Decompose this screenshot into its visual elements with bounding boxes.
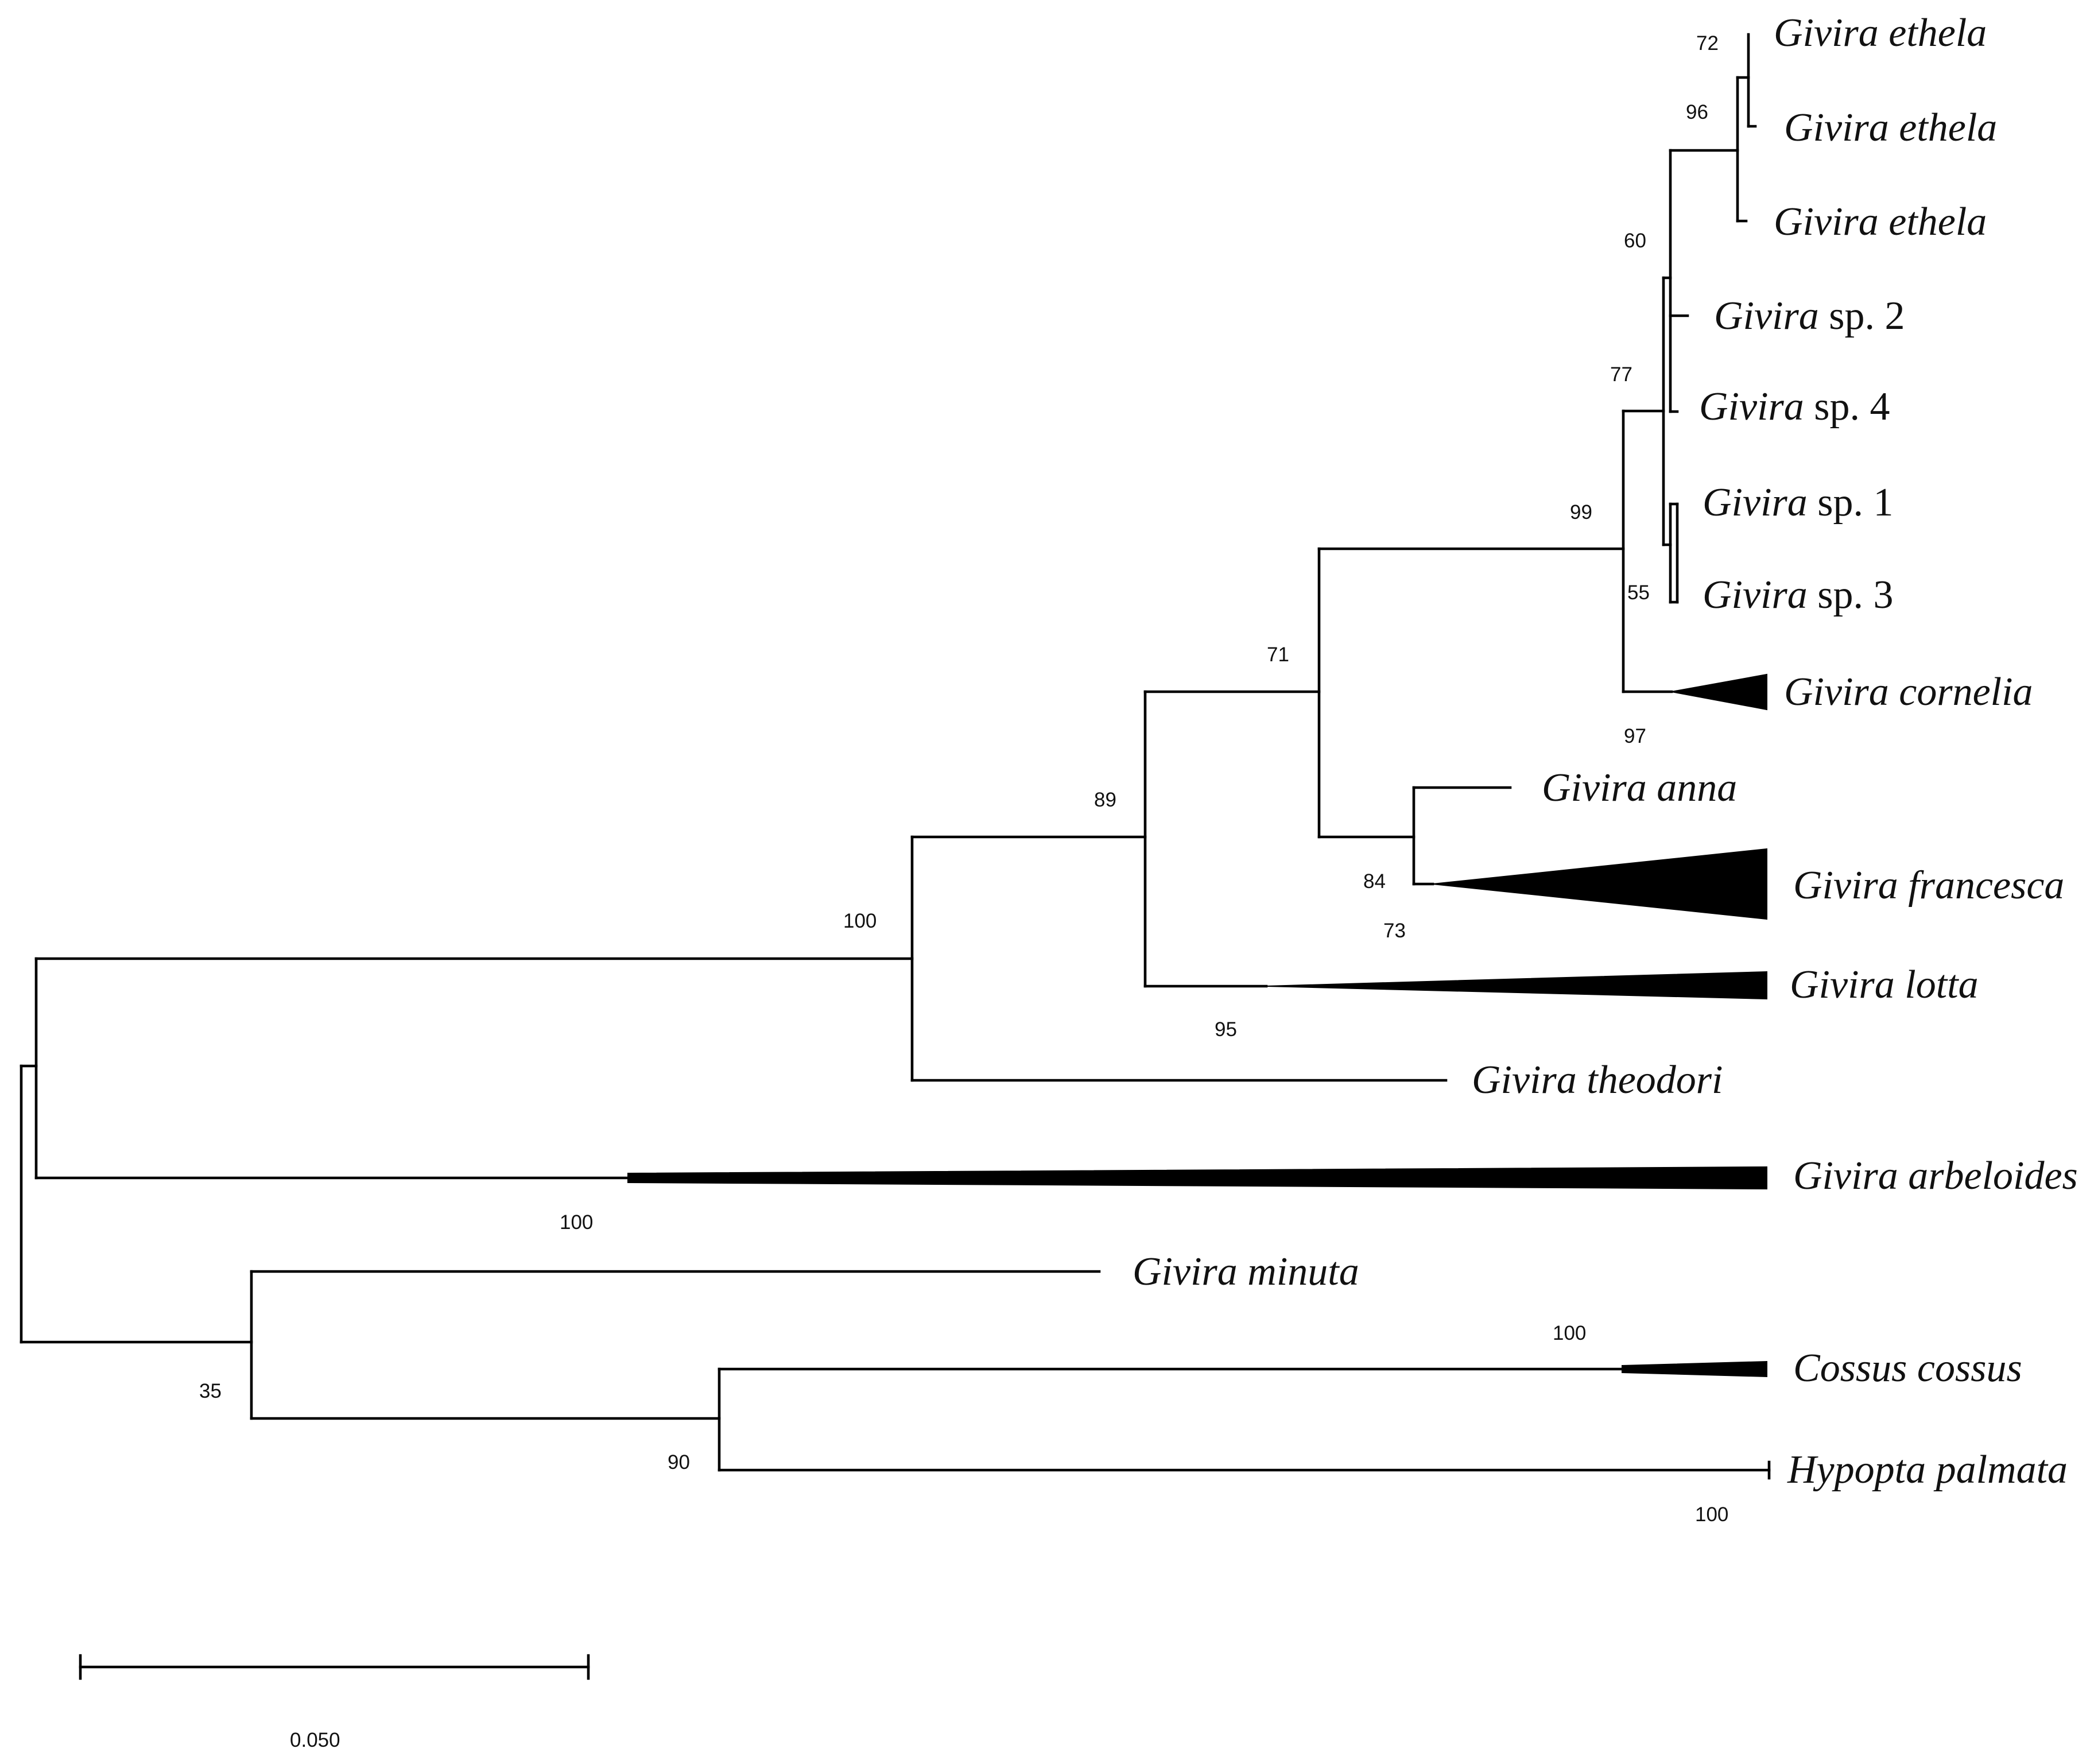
- support-value-99: 99: [1570, 501, 1592, 524]
- collapsed-clades: [627, 673, 1767, 1378]
- support-value-90: 90: [668, 1451, 690, 1474]
- tree-branches: [20, 33, 1771, 1480]
- taxon-label-givira-arbeloides: Givira arbeloides: [1793, 1154, 2078, 1198]
- clade-wedge-lotta: [1266, 971, 1767, 1000]
- clade-wedge-arbeloides: [627, 1166, 1767, 1190]
- support-value-100-cossus: 100: [1553, 1322, 1586, 1344]
- clade-wedge-francesca: [1432, 848, 1767, 920]
- clade-wedge-cornelia: [1671, 673, 1767, 711]
- taxon-label-givira-anna: Givira anna: [1542, 766, 1737, 810]
- taxon-label-givira-sp3: Givira sp. 3: [1703, 573, 1894, 617]
- taxon-label-givira-francesca: Givira francesca: [1793, 863, 2064, 908]
- support-value-100-arbeloides: 100: [560, 1211, 593, 1234]
- taxon-label-givira-lotta: Givira lotta: [1790, 963, 1979, 1007]
- taxon-label-givira-sp2: Givira sp. 2: [1714, 294, 1905, 338]
- support-value-100-hypopta: 100: [1695, 1503, 1728, 1526]
- taxon-label-givira-minuta: Givira minuta: [1133, 1250, 1359, 1294]
- support-value-71: 71: [1267, 643, 1289, 666]
- support-value-72: 72: [1696, 32, 1719, 55]
- support-value-100-ingroup: 100: [843, 910, 877, 932]
- support-value-73: 73: [1383, 920, 1406, 942]
- support-value-95: 95: [1215, 1018, 1237, 1041]
- taxon-label-givira-sp1: Givira sp. 1: [1703, 480, 1894, 525]
- clade-wedge-cossus: [1622, 1360, 1767, 1378]
- support-values: 72 96 60 77 99 55 97 71 89 84 73 100 95 …: [199, 32, 1728, 1526]
- taxon-labels: Givira ethela Givira ethela Givira ethel…: [1133, 11, 2078, 1492]
- support-value-77: 77: [1610, 363, 1632, 386]
- taxon-label-givira-cornelia: Givira cornelia: [1784, 670, 2033, 714]
- support-value-97: 97: [1624, 725, 1646, 747]
- support-value-35: 35: [199, 1380, 222, 1402]
- taxon-label-givira-ethela-1: Givira ethela: [1774, 11, 1987, 55]
- support-value-84: 84: [1363, 870, 1386, 893]
- support-value-89: 89: [1094, 789, 1116, 811]
- taxon-label-givira-ethela-2: Givira ethela: [1784, 106, 1997, 150]
- support-value-55: 55: [1627, 581, 1650, 604]
- taxon-label-givira-theodori: Givira theodori: [1472, 1058, 1723, 1102]
- taxon-label-hypopta-palmata: Hypopta palmata: [1787, 1448, 2068, 1492]
- scale-bar: 0.050: [79, 1654, 590, 1751]
- taxon-label-givira-sp4: Givira sp. 4: [1699, 385, 1890, 429]
- taxon-label-cossus-cossus: Cossus cossus: [1793, 1346, 2022, 1390]
- scale-bar-label: 0.050: [290, 1729, 340, 1751]
- taxon-label-givira-ethela-3: Givira ethela: [1774, 200, 1987, 244]
- support-value-96: 96: [1686, 101, 1708, 123]
- support-value-60: 60: [1624, 230, 1646, 252]
